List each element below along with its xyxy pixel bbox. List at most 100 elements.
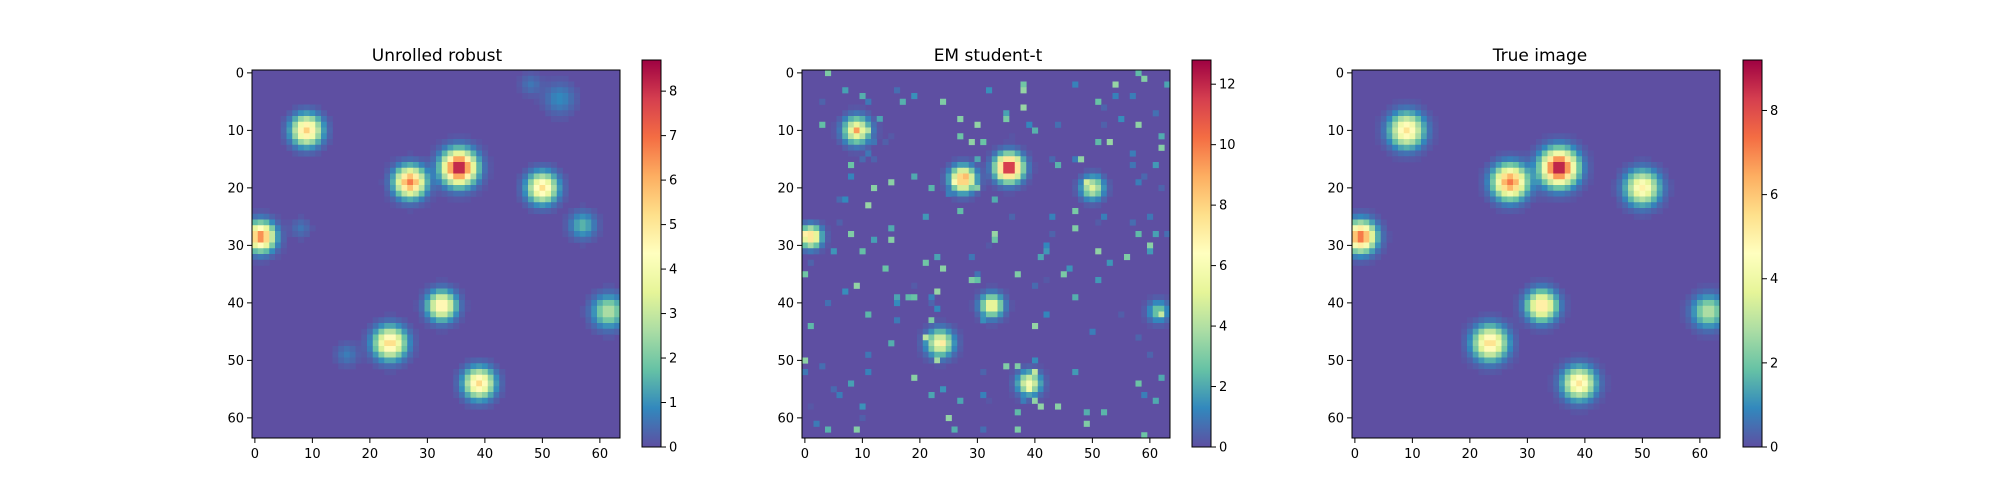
heatmap-cell [384,167,391,174]
heatmap-cell [292,127,299,134]
heatmap-cell [298,133,305,140]
heatmap-cell [257,213,264,220]
heatmap-cell [522,173,529,180]
heatmap-cell [1553,386,1560,393]
heatmap-cell [407,357,414,364]
heatmap-cell [1009,374,1016,381]
heatmap-cell [1380,110,1387,117]
heatmap-cell [1576,369,1583,376]
heatmap-cell [533,185,540,192]
heatmap-cell [1415,110,1422,117]
heatmap-cell [1576,397,1583,404]
heatmap-cell [1564,162,1571,169]
heatmap-cell [945,185,952,192]
heatmap-cell [487,162,494,169]
heatmap-cell [1559,300,1566,307]
heatmap-cell [1009,305,1016,312]
heatmap-cell [1691,305,1698,312]
heatmap-cell [1141,305,1148,312]
heatmap-cell [1495,167,1502,174]
heatmap-cell [1524,167,1531,174]
heatmap-cell [1547,185,1554,192]
heatmap-cell [568,219,575,226]
heatmap-cell [1697,317,1704,324]
heatmap-cell [1495,346,1502,353]
heatmap-cell [286,219,293,226]
heatmap-cell [1472,334,1479,341]
heatmap-cell [1026,374,1033,381]
heatmap-cell [1547,311,1554,318]
heatmap-cell [1564,144,1571,151]
heatmap-cell [1570,139,1577,146]
heatmap-cell [269,231,276,238]
heatmap-cell [1484,369,1491,376]
heatmap-cell [418,156,425,163]
heatmap-cell [1020,179,1027,186]
heatmap-cell [257,259,264,266]
heatmap-cell [459,317,466,324]
heatmap-cell [1490,357,1497,364]
heatmap-cell [1702,300,1709,307]
heatmap-cell [1415,116,1422,123]
heatmap-cell [865,116,872,123]
heatmap-cell [1083,173,1090,180]
heatmap-cell [1628,196,1635,203]
heatmap-cell [516,81,523,88]
heatmap-cell [441,305,448,312]
heatmap-cell [1380,139,1387,146]
heatmap-cell [470,369,477,376]
heatmap-cell [401,317,408,324]
heatmap-cell [1009,139,1016,146]
heatmap-cell [533,190,540,197]
heatmap-cell [1639,208,1646,215]
heatmap-cell [453,282,460,289]
heatmap-cell [361,334,368,341]
heatmap-cell [436,156,443,163]
heatmap-cell [1582,167,1589,174]
heatmap-cell [303,110,310,117]
heatmap-cell [309,116,316,123]
heatmap-cell [1461,323,1468,330]
heatmap-cell [453,156,460,163]
heatmap-cell [1392,139,1399,146]
heatmap-cell [1518,294,1525,301]
heatmap-cell [1702,317,1709,324]
heatmap-cell [574,93,581,100]
heatmap-cell [499,386,506,393]
heatmap-cell [911,282,918,289]
heatmap-cell [859,121,866,128]
heatmap-cell [1158,374,1165,381]
heatmap-cell [1564,357,1571,364]
heatmap-cell [894,294,901,301]
heatmap-cell [1559,288,1566,295]
heatmap-cell [1141,173,1148,180]
heatmap-cell [562,185,569,192]
heatmap-cell [1685,305,1692,312]
heatmap-cell [1622,208,1629,215]
heatmap-cell [1426,144,1433,151]
heatmap-cell [991,179,998,186]
heatmap-cell [1702,282,1709,289]
heatmap-cell [1616,190,1623,197]
heatmap-cell [1564,369,1571,376]
heatmap-cell [1530,162,1537,169]
heatmap-cell [1576,363,1583,370]
heatmap-cell [1095,179,1102,186]
heatmap-cell [1032,282,1039,289]
heatmap-cell [1530,277,1537,284]
heatmap-cell [545,98,552,105]
heatmap-cell [1014,179,1021,186]
heatmap-cell [1530,179,1537,186]
heatmap-cell [413,173,420,180]
heatmap-cell [1409,139,1416,146]
heatmap-cell [1570,386,1577,393]
heatmap-cell [292,219,299,226]
heatmap-cell [447,190,454,197]
heatmap-cell [562,179,569,186]
heatmap-cell [859,93,866,100]
heatmap-cell [853,150,860,157]
heatmap-cell [1106,139,1113,146]
heatmap-cell [865,202,872,209]
heatmap-cell [1553,196,1560,203]
